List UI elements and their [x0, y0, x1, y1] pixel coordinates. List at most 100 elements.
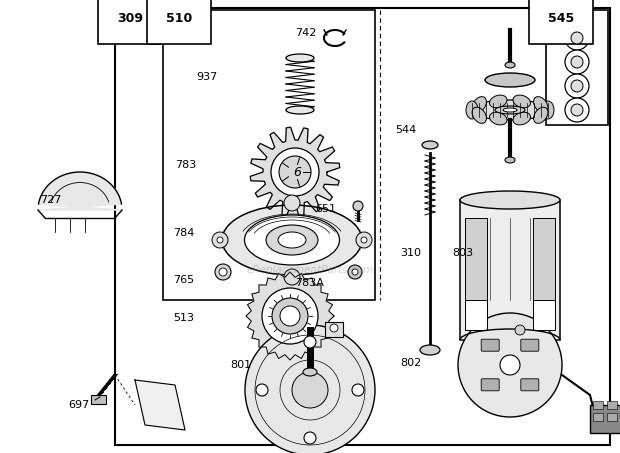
Circle shape	[215, 264, 231, 280]
Circle shape	[565, 74, 589, 98]
Ellipse shape	[466, 101, 478, 119]
Ellipse shape	[503, 108, 517, 112]
Ellipse shape	[278, 232, 306, 248]
Circle shape	[217, 237, 223, 243]
Circle shape	[356, 232, 372, 248]
Ellipse shape	[505, 62, 515, 68]
FancyBboxPatch shape	[521, 379, 539, 391]
Polygon shape	[38, 172, 122, 210]
Ellipse shape	[490, 112, 507, 125]
Circle shape	[292, 372, 328, 408]
Circle shape	[353, 201, 363, 211]
Text: 742: 742	[295, 28, 316, 38]
Text: 937: 937	[196, 72, 217, 82]
Text: 727: 727	[40, 195, 61, 205]
Circle shape	[352, 269, 358, 275]
Bar	[546, 10, 608, 125]
Circle shape	[458, 313, 562, 417]
Text: 783: 783	[175, 160, 197, 170]
Circle shape	[330, 324, 338, 332]
Text: eReplacementParts.com: eReplacementParts.com	[246, 265, 374, 275]
Text: 310: 310	[400, 248, 421, 258]
Ellipse shape	[534, 96, 548, 113]
Ellipse shape	[244, 215, 340, 265]
FancyBboxPatch shape	[481, 339, 499, 351]
Ellipse shape	[505, 157, 515, 163]
Bar	[607, 401, 617, 409]
Ellipse shape	[490, 95, 507, 108]
Circle shape	[219, 268, 227, 276]
Bar	[607, 413, 617, 421]
Circle shape	[565, 50, 589, 74]
Ellipse shape	[485, 73, 535, 87]
Bar	[533, 300, 555, 330]
Text: 765: 765	[173, 275, 194, 285]
Text: 309: 309	[117, 12, 143, 25]
Ellipse shape	[534, 107, 548, 123]
Bar	[460, 200, 560, 340]
FancyBboxPatch shape	[92, 395, 107, 405]
Circle shape	[280, 306, 300, 326]
Ellipse shape	[470, 100, 550, 120]
Text: 697: 697	[68, 400, 89, 410]
Text: 802: 802	[400, 358, 421, 368]
Text: 784: 784	[173, 228, 195, 238]
Bar	[593, 401, 603, 409]
Circle shape	[348, 265, 362, 279]
Bar	[465, 218, 487, 308]
Ellipse shape	[513, 95, 531, 108]
Bar	[325, 322, 343, 337]
Circle shape	[256, 384, 268, 396]
FancyBboxPatch shape	[481, 379, 499, 391]
Bar	[163, 10, 375, 300]
Circle shape	[262, 288, 318, 344]
Ellipse shape	[286, 54, 314, 62]
Ellipse shape	[266, 225, 318, 255]
Circle shape	[571, 32, 583, 44]
Text: 510: 510	[166, 12, 192, 25]
Polygon shape	[250, 127, 340, 217]
Circle shape	[212, 232, 228, 248]
Circle shape	[284, 195, 300, 211]
Circle shape	[304, 336, 316, 348]
Ellipse shape	[420, 345, 440, 355]
Text: 6: 6	[293, 165, 301, 178]
Ellipse shape	[303, 368, 317, 376]
Circle shape	[565, 26, 589, 50]
Ellipse shape	[222, 205, 362, 275]
Polygon shape	[246, 272, 334, 360]
Circle shape	[271, 148, 319, 196]
Bar	[465, 300, 487, 330]
Ellipse shape	[513, 112, 531, 125]
Text: 651: 651	[315, 204, 336, 214]
Text: 783A: 783A	[295, 278, 324, 288]
Circle shape	[284, 269, 300, 285]
Circle shape	[515, 325, 525, 335]
Circle shape	[352, 384, 364, 396]
Text: 545: 545	[548, 12, 574, 25]
Ellipse shape	[422, 141, 438, 149]
Circle shape	[272, 298, 308, 334]
Bar	[533, 218, 555, 308]
Text: 513: 513	[173, 313, 194, 323]
Ellipse shape	[495, 106, 525, 114]
Text: 544: 544	[395, 125, 416, 135]
Bar	[115, 8, 610, 445]
Circle shape	[304, 432, 316, 444]
Bar	[593, 413, 603, 421]
Ellipse shape	[472, 107, 487, 123]
Circle shape	[245, 325, 375, 453]
Circle shape	[361, 237, 367, 243]
Ellipse shape	[460, 191, 560, 209]
Circle shape	[279, 156, 311, 188]
Ellipse shape	[472, 96, 487, 113]
Ellipse shape	[542, 101, 554, 119]
Text: 801: 801	[230, 360, 251, 370]
Circle shape	[565, 98, 589, 122]
Circle shape	[571, 56, 583, 68]
Ellipse shape	[286, 106, 314, 114]
Circle shape	[571, 80, 583, 92]
FancyBboxPatch shape	[521, 339, 539, 351]
Circle shape	[571, 104, 583, 116]
Text: 803: 803	[452, 248, 473, 258]
